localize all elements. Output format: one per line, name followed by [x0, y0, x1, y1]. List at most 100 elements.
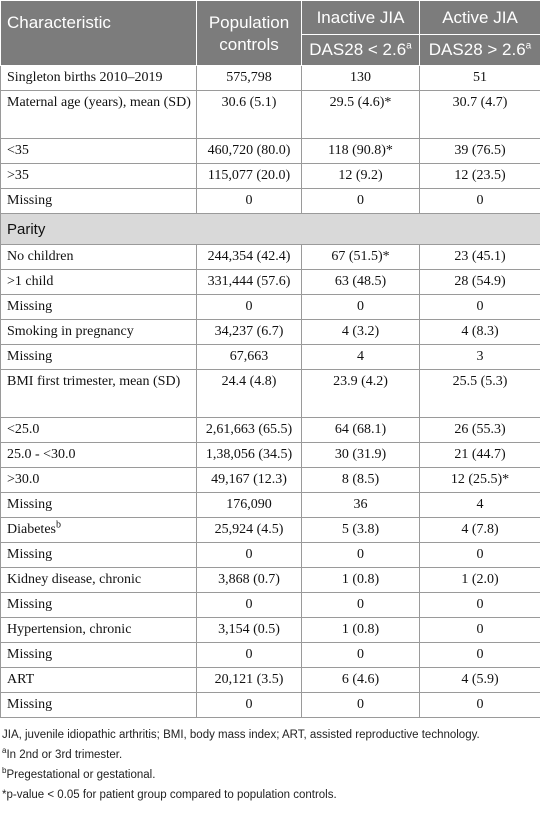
active-jia-cell: 0 — [419, 617, 540, 643]
table-footnotes: JIA, juvenile idiopathic arthritis; BMI,… — [0, 725, 538, 805]
row-label: >30.0 — [0, 467, 197, 493]
inactive-jia-cell: 0 — [301, 542, 420, 568]
table-row: Kidney disease, chronic 3,868 (0.7) 1 (0.8… — [0, 567, 540, 593]
row-label: Missing — [0, 344, 197, 370]
active-jia-cell: 0 — [419, 692, 540, 718]
table-row: Diabetesb 25,924 (4.5) 5 (3.8) 4 (7.8) — [0, 517, 540, 543]
inactive-jia-cell: 5 (3.8) — [301, 517, 420, 543]
population-controls-cell: 331,444 (57.6) — [196, 269, 302, 295]
active-jia-cell: 0 — [419, 592, 540, 618]
table-row: <35 460,720 (80.0) 118 (90.8)* 39 (76.5) — [0, 138, 540, 164]
inactive-jia-cell: 36 — [301, 492, 420, 518]
active-jia-cell: 1 (2.0) — [419, 567, 540, 593]
inactive-jia-cell: 67 (51.5)* — [301, 244, 420, 270]
table-row: Maternal age (years), mean (SD) 30.6 (5.1… — [0, 90, 540, 139]
inactive-jia-cell: 8 (8.5) — [301, 467, 420, 493]
inactive-jia-cell: 130 — [301, 65, 420, 91]
population-controls-cell: 34,237 (6.7) — [196, 319, 302, 345]
row-label: >35 — [0, 163, 197, 189]
active-jia-cell: 26 (55.3) — [419, 417, 540, 443]
population-controls-cell: 0 — [196, 294, 302, 320]
active-das28-text: DAS28 > 2.6 — [428, 40, 526, 59]
active-jia-cell: 0 — [419, 294, 540, 320]
table-row: Missing 0 0 0 — [0, 592, 540, 618]
population-controls-cell: 49,167 (12.3) — [196, 467, 302, 493]
population-controls-cell: 0 — [196, 642, 302, 668]
row-label: <25.0 — [0, 417, 197, 443]
inactive-jia-cell: 0 — [301, 188, 420, 214]
active-jia-cell: 12 (25.5)* — [419, 467, 540, 493]
header-inactive-jia: Inactive JIA — [301, 0, 420, 35]
population-controls-cell: 30.6 (5.1) — [196, 90, 302, 139]
inactive-jia-cell: 23.9 (4.2) — [301, 369, 420, 418]
inactive-jia-cell: 63 (48.5) — [301, 269, 420, 295]
active-jia-cell: 4 — [419, 492, 540, 518]
table-row: Missing 0 0 0 — [0, 642, 540, 668]
inactive-jia-cell: 1 (0.8) — [301, 617, 420, 643]
active-jia-cell: 4 (5.9) — [419, 667, 540, 693]
active-jia-cell: 28 (54.9) — [419, 269, 540, 295]
footnote-significance: *p-value < 0.05 for patient group compar… — [2, 789, 337, 801]
inactive-jia-cell: 0 — [301, 592, 420, 618]
active-jia-cell: 39 (76.5) — [419, 138, 540, 164]
row-label: Missing — [0, 492, 197, 518]
active-jia-cell: 3 — [419, 344, 540, 370]
table-row: BMI first trimester, mean (SD) 24.4 (4.8)… — [0, 369, 540, 418]
row-label: Missing — [0, 294, 197, 320]
row-label: BMI first trimester, mean (SD) — [0, 369, 197, 418]
table-row: Missing 0 0 0 — [0, 692, 540, 718]
row-label: Missing — [0, 188, 197, 214]
table-row: >35 115,077 (20.0) 12 (9.2) 12 (23.5) — [0, 163, 540, 189]
inactive-jia-cell: 118 (90.8)* — [301, 138, 420, 164]
active-jia-cell: 12 (23.5) — [419, 163, 540, 189]
table-row: <25.0 2,61,663 (65.5) 64 (68.1) 26 (55.3) — [0, 417, 540, 443]
population-controls-cell: 25,924 (4.5) — [196, 517, 302, 543]
table-row: >30.0 49,167 (12.3) 8 (8.5) 12 (25.5)* — [0, 467, 540, 493]
inactive-jia-cell: 0 — [301, 294, 420, 320]
population-controls-cell: 575,798 — [196, 65, 302, 91]
footnote-a-marker: a — [406, 40, 412, 52]
population-controls-cell: 460,720 (80.0) — [196, 138, 302, 164]
row-label: Missing — [0, 642, 197, 668]
population-controls-cell: 24.4 (4.8) — [196, 369, 302, 418]
active-jia-cell: 4 (8.3) — [419, 319, 540, 345]
inactive-jia-cell: 0 — [301, 642, 420, 668]
active-jia-cell: 30.7 (4.7) — [419, 90, 540, 139]
table-row: ART 20,121 (3.5) 6 (4.6) 4 (5.9) — [0, 667, 540, 693]
row-label: Missing — [0, 542, 197, 568]
population-controls-cell: 1,38,056 (34.5) — [196, 442, 302, 468]
table-row: Smoking in pregnancy 34,237 (6.7) 4 (3.2) 4… — [0, 319, 540, 345]
table-row: Singleton births 2010–2019 575,798 130 51 — [0, 65, 540, 91]
table-row: Missing 0 0 0 — [0, 188, 540, 214]
section-label: Parity — [0, 213, 540, 245]
inactive-jia-cell: 0 — [301, 692, 420, 718]
population-controls-cell: 0 — [196, 592, 302, 618]
active-jia-cell: 0 — [419, 642, 540, 668]
population-controls-cell: 0 — [196, 542, 302, 568]
row-label: Kidney disease, chronic — [0, 567, 197, 593]
footnote-a-marker: a — [525, 40, 532, 52]
header-active-das28: DAS28 > 2.6a — [419, 34, 540, 66]
inactive-jia-cell: 64 (68.1) — [301, 417, 420, 443]
population-controls-cell: 3,868 (0.7) — [196, 567, 302, 593]
footnote-b: bPregestational or gestational. — [2, 766, 156, 781]
footnote-a: aIn 2nd or 3rd trimester. — [2, 746, 123, 761]
table-row: Hypertension, chronic 3,154 (0.5) 1 (0.8) 0 — [0, 617, 540, 643]
section-row: Parity — [0, 213, 540, 245]
row-label: No children — [0, 244, 197, 270]
header-inactive-das28: DAS28 < 2.6a — [301, 34, 420, 66]
table-row: Missing 0 0 0 — [0, 542, 540, 568]
population-controls-cell: 176,090 — [196, 492, 302, 518]
row-label: Diabetesb — [0, 517, 197, 543]
inactive-das28-text: DAS28 < 2.6 — [309, 40, 407, 59]
header-active-jia: Active JIA — [419, 0, 540, 35]
row-label: >1 child — [0, 269, 197, 295]
population-controls-cell: 2,61,663 (65.5) — [196, 417, 302, 443]
table-row: No children 244,354 (42.4) 67 (51.5)* 23 (4… — [0, 244, 540, 270]
characteristics-table: Characteristic Population controls Inact… — [0, 0, 540, 718]
row-label: Hypertension, chronic — [0, 617, 197, 643]
row-label: Maternal age (years), mean (SD) — [0, 90, 197, 139]
header-characteristic: Characteristic — [0, 0, 197, 66]
active-jia-cell: 25.5 (5.3) — [419, 369, 540, 418]
row-label: <35 — [0, 138, 197, 164]
